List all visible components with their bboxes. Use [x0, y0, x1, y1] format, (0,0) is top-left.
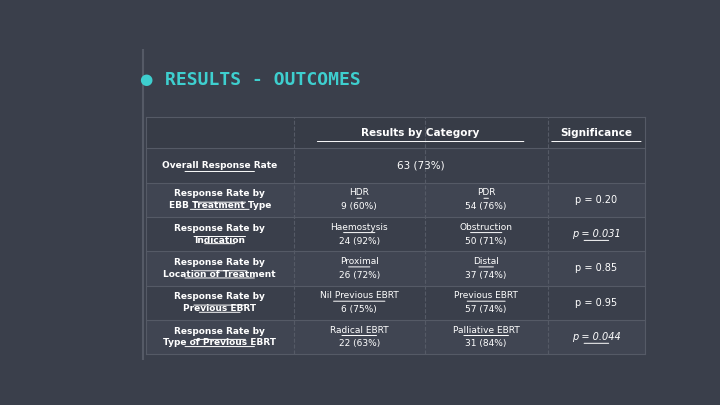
Text: Response Rate by
Location of Treatment: Response Rate by Location of Treatment: [163, 258, 276, 279]
Text: Response Rate by
Type of Previous EBRT: Response Rate by Type of Previous EBRT: [163, 327, 276, 347]
Text: p = 0.20: p = 0.20: [575, 195, 618, 205]
Text: RESULTS - OUTCOMES: RESULTS - OUTCOMES: [166, 71, 361, 89]
Text: Nil Previous EBRT: Nil Previous EBRT: [320, 291, 399, 301]
Text: Response Rate by
Previous EBRT: Response Rate by Previous EBRT: [174, 292, 265, 313]
Text: 37 (74%): 37 (74%): [466, 271, 507, 280]
Text: 31 (84%): 31 (84%): [466, 339, 507, 348]
Text: Distal: Distal: [473, 257, 499, 266]
Bar: [145, 320, 645, 354]
Text: 26 (72%): 26 (72%): [338, 271, 380, 280]
Text: p = 0.044: p = 0.044: [572, 332, 621, 342]
Text: Results by Category: Results by Category: [361, 128, 480, 138]
Text: Previous EBRT: Previous EBRT: [454, 291, 518, 301]
Text: p = 0.95: p = 0.95: [575, 298, 618, 308]
Text: Proximal: Proximal: [340, 257, 379, 266]
Text: Palliative EBRT: Palliative EBRT: [453, 326, 520, 335]
Text: 24 (92%): 24 (92%): [338, 237, 379, 245]
Text: Obstruction: Obstruction: [459, 223, 513, 232]
Text: Overall Response Rate: Overall Response Rate: [162, 161, 277, 170]
Text: 6 (75%): 6 (75%): [341, 305, 377, 314]
Bar: [145, 117, 645, 148]
Text: 50 (71%): 50 (71%): [465, 237, 507, 245]
Text: 63 (73%): 63 (73%): [397, 160, 444, 171]
Bar: [145, 286, 645, 320]
Text: 22 (63%): 22 (63%): [338, 339, 380, 348]
Bar: [145, 183, 645, 217]
Bar: [145, 217, 645, 251]
Text: Significance: Significance: [560, 128, 632, 138]
Text: PDR: PDR: [477, 188, 495, 198]
Text: p = 0.85: p = 0.85: [575, 264, 618, 273]
Text: 9 (60%): 9 (60%): [341, 202, 377, 211]
Text: 57 (74%): 57 (74%): [466, 305, 507, 314]
Text: Response Rate by
Indication: Response Rate by Indication: [174, 224, 265, 245]
Bar: [145, 148, 645, 183]
Text: Radical EBRT: Radical EBRT: [330, 326, 389, 335]
Bar: [145, 251, 645, 286]
Text: p = 0.031: p = 0.031: [572, 229, 621, 239]
Text: HDR: HDR: [349, 188, 369, 198]
Text: Response Rate by
EBB Treatment Type: Response Rate by EBB Treatment Type: [168, 190, 271, 210]
Text: Haemostysis: Haemostysis: [330, 223, 388, 232]
Text: ●: ●: [139, 72, 153, 87]
Text: 54 (76%): 54 (76%): [466, 202, 507, 211]
